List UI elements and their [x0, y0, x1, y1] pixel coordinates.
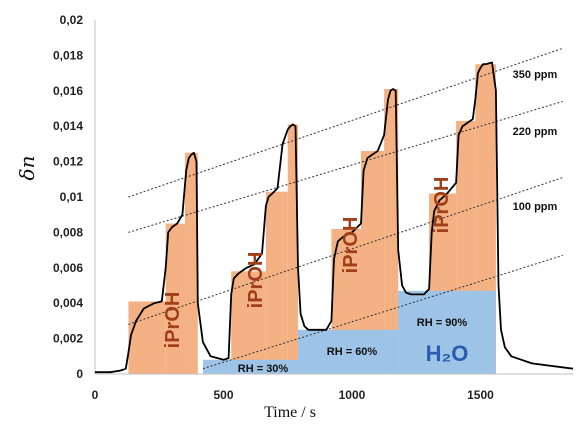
x-tick-label: 0: [92, 388, 99, 402]
x-tick-label: 500: [213, 388, 233, 402]
series-layer: [95, 61, 574, 374]
y-tick-label: 0,01: [60, 190, 84, 204]
iproh-label: iPrOH: [340, 217, 362, 274]
y-tick-label: 0,002: [53, 332, 83, 346]
iproh-step-8: [384, 89, 399, 374]
rh-label: RH = 90%: [417, 317, 468, 329]
y-tick-label: 0,014: [53, 119, 83, 133]
y-tick-label: 0,006: [53, 261, 83, 275]
fill-layer: [128, 64, 496, 375]
y-tick-label: 0,02: [60, 13, 84, 27]
guide-line-2: [128, 177, 563, 325]
guide-line-layer: [128, 47, 563, 370]
ppm-label: 350 ppm: [513, 69, 558, 81]
x-axis-label: Time / s: [264, 404, 316, 421]
y-tick-label: 0,018: [53, 48, 83, 62]
water-step-1: [298, 329, 399, 374]
iproh-step-4: [265, 191, 288, 374]
guide-line-0: [128, 47, 563, 198]
ppm-label: 100 ppm: [513, 201, 558, 213]
iproh-step-1: [165, 223, 185, 374]
water-step-0: [202, 359, 299, 374]
iproh-step-3: [231, 271, 266, 374]
water-step-2: [398, 290, 496, 374]
y-axis-label: δn: [15, 156, 39, 181]
guide-line-3: [202, 254, 563, 370]
iproh-label: iPrOH: [162, 292, 184, 349]
iproh-step-2: [184, 152, 198, 374]
iproh-step-5: [287, 124, 299, 375]
iproh-step-0: [128, 301, 166, 374]
y-tick-label: 0: [76, 367, 83, 381]
iproh-label: iPrOH: [431, 177, 453, 234]
y-tick-label: 0,016: [53, 84, 83, 98]
iproh-step-7: [360, 150, 385, 374]
water-label: H₂O: [426, 341, 469, 366]
x-tick-label: 1000: [339, 388, 366, 402]
label-layer: 350 ppm 220 ppm 100 ppm RH = 30% RH = 60% RH …: [162, 69, 558, 375]
signal-line: [95, 61, 574, 374]
ppm-label: 220 ppm: [513, 126, 558, 138]
rh-label: RH = 30%: [238, 363, 289, 375]
rh-label: RH = 60%: [327, 346, 378, 358]
y-tick-label: 0,008: [53, 225, 83, 239]
y-tick-label: 0,012: [53, 155, 83, 169]
x-tick-label: 1500: [467, 388, 494, 402]
iproh-label: iPrOH: [245, 252, 267, 309]
axes-layer: 0 0,002 0,004 0,006 0,008 0,01 0,012 0,014 0,016…: [15, 13, 573, 421]
y-tick-label: 0,004: [53, 296, 83, 310]
